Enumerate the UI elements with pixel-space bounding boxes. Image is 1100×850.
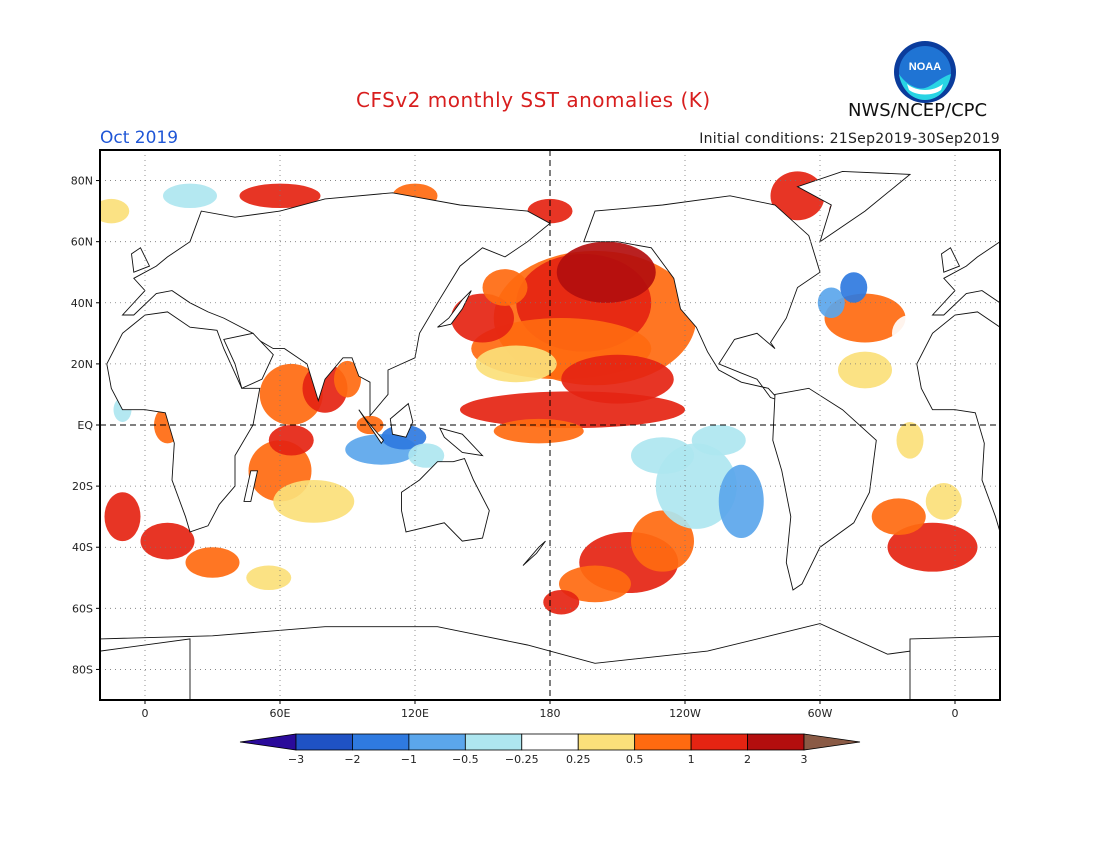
noaa-logo: NOAA — [894, 41, 956, 103]
lat-label: 40S — [72, 541, 93, 554]
latitude-labels: 80N 60N 40N 20N EQ 20S 40S 60S 80S — [71, 175, 100, 676]
colorbar-label: −1 — [401, 753, 417, 766]
lon-label: 0 — [952, 707, 959, 720]
colorbar-label: −2 — [344, 753, 360, 766]
lon-label: 60E — [270, 707, 291, 720]
colorbar-label: 2 — [744, 753, 751, 766]
colorbar-segment — [408, 733, 466, 751]
longitude-labels: 0 60E 120E 180 120W 60W 0 — [142, 700, 959, 720]
agency-label: NWS/NCEP/CPC — [848, 100, 988, 121]
lat-label: EQ — [77, 419, 93, 432]
lat-label: 60S — [72, 602, 93, 615]
lat-label: 80N — [71, 175, 93, 188]
colorbar-label: −3 — [288, 753, 304, 766]
colorbar-label: 1 — [688, 753, 695, 766]
lon-label: 120W — [669, 707, 701, 720]
colorbar-label: −0.25 — [505, 753, 539, 766]
colorbar-segment — [634, 733, 692, 751]
colorbar-segment — [352, 733, 410, 751]
lon-label: 180 — [540, 707, 561, 720]
colorbar-segment — [577, 733, 636, 751]
lat-label: 20S — [72, 480, 93, 493]
colorbar-segment — [747, 733, 805, 751]
colorbar-segment — [690, 733, 748, 751]
colorbar-segment — [295, 733, 353, 751]
lon-label: 60W — [808, 707, 833, 720]
colorbar-segment — [464, 733, 523, 751]
colorbar-max-arrow — [803, 733, 861, 751]
colorbar-label: 0.25 — [566, 753, 591, 766]
lon-label: 120E — [401, 707, 429, 720]
initial-conditions: Initial conditions: 21Sep2019-30Sep2019 — [699, 131, 1000, 147]
colorbar-label: 0.5 — [626, 753, 644, 766]
lon-label: 0 — [142, 707, 149, 720]
colorbar-segment — [521, 733, 579, 751]
graticule — [100, 150, 1000, 700]
lat-label: 60N — [71, 236, 93, 249]
svg-text:NOAA: NOAA — [909, 61, 941, 73]
lat-label: 40N — [71, 297, 93, 310]
colorbar-min-arrow — [239, 733, 297, 751]
map-title: CFSv2 monthly SST anomalies (K) — [356, 88, 711, 112]
forecast-month: Oct 2019 — [100, 128, 179, 148]
lat-label: 80S — [72, 663, 93, 676]
colorbar-label: 3 — [801, 753, 808, 766]
colorbar-label: −0.5 — [452, 753, 479, 766]
lat-label: 20N — [71, 358, 93, 371]
